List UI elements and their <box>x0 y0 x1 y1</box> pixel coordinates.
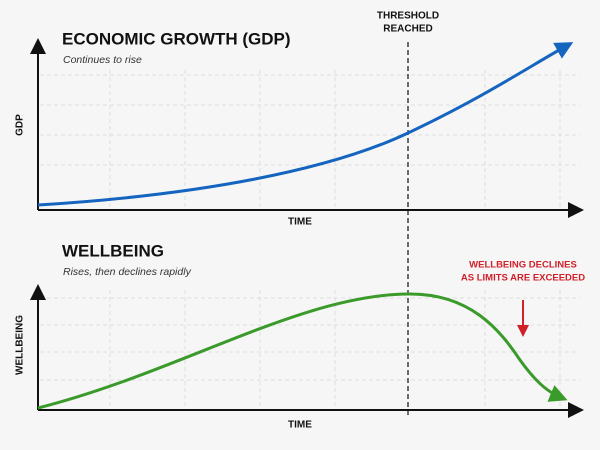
annotation: WELLBEING DECLINES <box>469 260 577 271</box>
x-label: TIME <box>288 217 312 228</box>
grid <box>40 70 580 408</box>
panel-subtitle: Rises, then declines rapidly <box>63 266 192 278</box>
panel-title: WELLBEING <box>62 241 164 260</box>
wellbeing-curve <box>37 292 568 410</box>
panel-title: ECONOMIC GROWTH (GDP) <box>62 29 291 48</box>
y-label: WELLBEING <box>15 315 26 375</box>
annotation: AS LIMITS ARE EXCEEDED <box>461 273 585 284</box>
panel-subtitle: Continues to rise <box>63 54 142 66</box>
threshold-label: REACHED <box>383 24 432 35</box>
gdp-curve <box>37 42 574 207</box>
threshold-label: THRESHOLD <box>377 11 439 22</box>
y-label: GDP <box>15 114 26 136</box>
x-label: TIME <box>288 420 312 431</box>
